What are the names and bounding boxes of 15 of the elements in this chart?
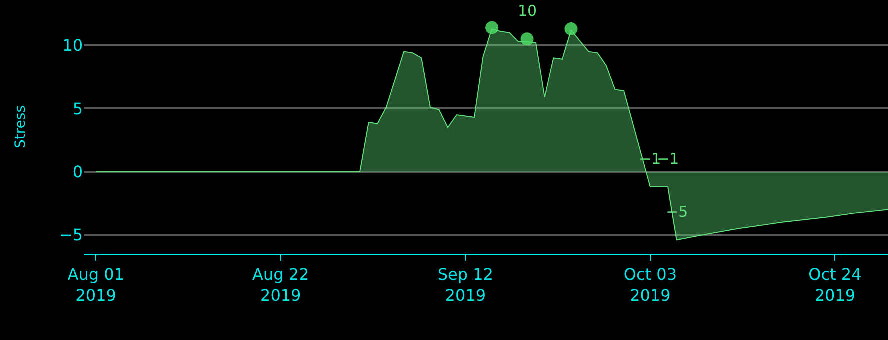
y-tick-label: 10 <box>62 36 83 56</box>
x-tick-label: Sep 12 2019 <box>438 265 494 305</box>
y-axis-title: Stress <box>13 105 30 149</box>
y-tick-label: −5 <box>59 226 83 245</box>
annotation: 10 <box>518 2 538 20</box>
x-tick-label: Aug 22 2019 <box>252 265 310 305</box>
point <box>520 32 534 46</box>
y-tick-label: 5 <box>72 99 83 118</box>
point <box>486 21 499 34</box>
y-tick-label: 0 <box>72 162 83 182</box>
x-tick-label: Oct 24 2019 <box>808 265 862 305</box>
x-tick-label: Oct 03 2019 <box>624 265 677 305</box>
x-tick-label: Aug 01 2019 <box>68 265 124 305</box>
annotation: −1 <box>657 150 680 168</box>
point <box>564 22 578 36</box>
